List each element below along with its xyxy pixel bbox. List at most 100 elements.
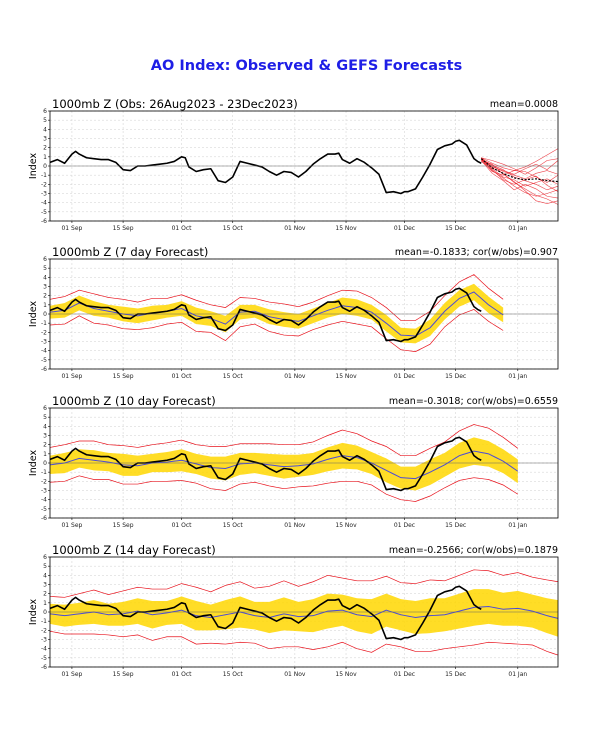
y-tick-label: 5 (43, 265, 47, 272)
gefs-member-line (481, 157, 559, 192)
x-tick-label: 01 Nov (284, 373, 306, 380)
y-tick-label: -5 (41, 209, 47, 216)
y-tick-label: 2 (43, 293, 47, 300)
y-tick-label: -6 (41, 515, 47, 522)
y-tick-label: 4 (43, 572, 47, 579)
y-tick-label: 3 (43, 582, 47, 589)
y-tick-label: -6 (41, 218, 47, 225)
panel-2-stat: mean=-0.1833; cor(w/obs)=0.907 (394, 247, 558, 258)
observed-line (49, 287, 482, 343)
x-tick-label: 01 Sep (61, 225, 82, 232)
y-tick-label: 1 (43, 302, 47, 309)
x-tick-label: 15 Sep (113, 522, 134, 529)
y-tick-label: 4 (43, 126, 47, 133)
x-tick-label: 15 Sep (113, 373, 134, 380)
x-tick-label: 01 Oct (172, 671, 193, 678)
ensemble-max-line (49, 569, 559, 598)
y-tick-label: -3 (41, 191, 47, 198)
y-tick-label: 2 (43, 591, 47, 598)
y-tick-label: 3 (43, 433, 47, 440)
y-tick-label: 6 (43, 554, 47, 561)
forecast-mean-line (49, 450, 519, 480)
figure-title: AO Index: Observed & GEFS Forecasts (150, 58, 463, 74)
y-tick-label: -2 (41, 478, 47, 485)
y-tick-label: -3 (41, 488, 47, 495)
x-tick-label: 01 Nov (284, 225, 306, 232)
ensemble-min-line (49, 630, 559, 656)
y-tick-label: 0 (43, 609, 47, 616)
panel-4-title: 1000mb Z (14 day Forecast) (52, 543, 216, 557)
y-tick-label: -5 (41, 655, 47, 662)
panel-3-title: 1000mb Z (10 day Forecast) (52, 394, 216, 408)
y-tick-label: 3 (43, 136, 47, 143)
ensemble-spread-band (50, 589, 558, 637)
y-axis-label: Index (28, 153, 39, 180)
y-tick-label: -1 (41, 172, 47, 179)
y-tick-label: -4 (41, 348, 47, 355)
y-axis-label: Index (28, 301, 39, 328)
x-tick-label: 01 Jan (508, 373, 527, 380)
panel-2-title: 1000mb Z (7 day Forecast) (52, 245, 209, 259)
y-tick-label: -5 (41, 357, 47, 364)
observed-line (49, 139, 482, 195)
y-tick-label: 5 (43, 414, 47, 421)
x-tick-label: 01 Jan (508, 522, 527, 529)
y-tick-label: 6 (43, 405, 47, 412)
gefs-member-line (481, 159, 559, 180)
gefs-member-line (481, 161, 559, 187)
x-tick-label: 01 Oct (172, 522, 193, 529)
observed-line (49, 585, 482, 641)
ensemble-min-line (49, 475, 518, 502)
panel-1-title: 1000mb Z (Obs: 26Aug2023 - 23Dec2023) (52, 97, 298, 111)
y-tick-label: 0 (43, 311, 47, 318)
ensemble-max-line (49, 424, 519, 457)
y-tick-label: 6 (43, 256, 47, 263)
x-tick-label: 01 Dec (394, 373, 415, 380)
gefs-member-line (481, 159, 559, 183)
y-tick-label: -1 (41, 618, 47, 625)
gefs-member-line (481, 158, 559, 175)
y-tick-label: 1 (43, 451, 47, 458)
y-tick-label: 4 (43, 274, 47, 281)
x-tick-label: 15 Nov (335, 671, 357, 678)
x-tick-label: 01 Dec (394, 522, 415, 529)
x-tick-label: 01 Nov (284, 522, 306, 529)
x-tick-label: 15 Nov (335, 373, 357, 380)
y-tick-label: 1 (43, 600, 47, 607)
observed-line (49, 436, 482, 492)
y-tick-label: 4 (43, 423, 47, 430)
y-tick-label: -5 (41, 506, 47, 513)
gefs-ensemble-mean-line (480, 158, 559, 183)
ensemble-spread-band (50, 283, 504, 344)
x-tick-label: 01 Jan (508, 671, 527, 678)
y-tick-label: 5 (43, 117, 47, 124)
y-tick-label: 3 (43, 284, 47, 291)
panel-3-plot: 6 5 4 3 2 1 0 -1 -2 -3 -4 -5 -6 01 Sep 15 Sep 01 Oct 15 … (28, 405, 559, 529)
y-tick-label: -6 (41, 664, 47, 671)
x-tick-label: 15 Nov (335, 225, 357, 232)
gefs-member-line (481, 160, 559, 199)
x-tick-label: 01 Sep (61, 671, 82, 678)
y-tick-label: -3 (41, 637, 47, 644)
y-tick-label: -2 (41, 627, 47, 634)
y-tick-label: -4 (41, 497, 47, 504)
y-tick-label: 2 (43, 145, 47, 152)
x-tick-label: 01 Jan (508, 225, 527, 232)
y-tick-label: -1 (41, 320, 47, 327)
ensemble-min-line (49, 309, 504, 352)
x-tick-label: 15 Sep (113, 225, 134, 232)
x-tick-label: 15 Oct (223, 671, 244, 678)
y-tick-label: -6 (41, 366, 47, 373)
x-tick-label: 01 Oct (172, 373, 193, 380)
x-tick-label: 01 Dec (394, 671, 415, 678)
y-tick-label: 0 (43, 163, 47, 170)
y-tick-label: 2 (43, 442, 47, 449)
forecast-mean-line (49, 605, 559, 619)
x-tick-label: 15 Oct (223, 373, 244, 380)
y-tick-label: -4 (41, 646, 47, 653)
x-tick-label: 15 Dec (445, 671, 466, 678)
y-tick-label: 0 (43, 460, 47, 467)
panel-4-plot: 6 5 4 3 2 1 0 -1 -2 -3 -4 -5 -6 01 Sep 15 Sep 01 Oct 15 … (28, 554, 559, 678)
x-tick-label: 15 Oct (223, 225, 244, 232)
